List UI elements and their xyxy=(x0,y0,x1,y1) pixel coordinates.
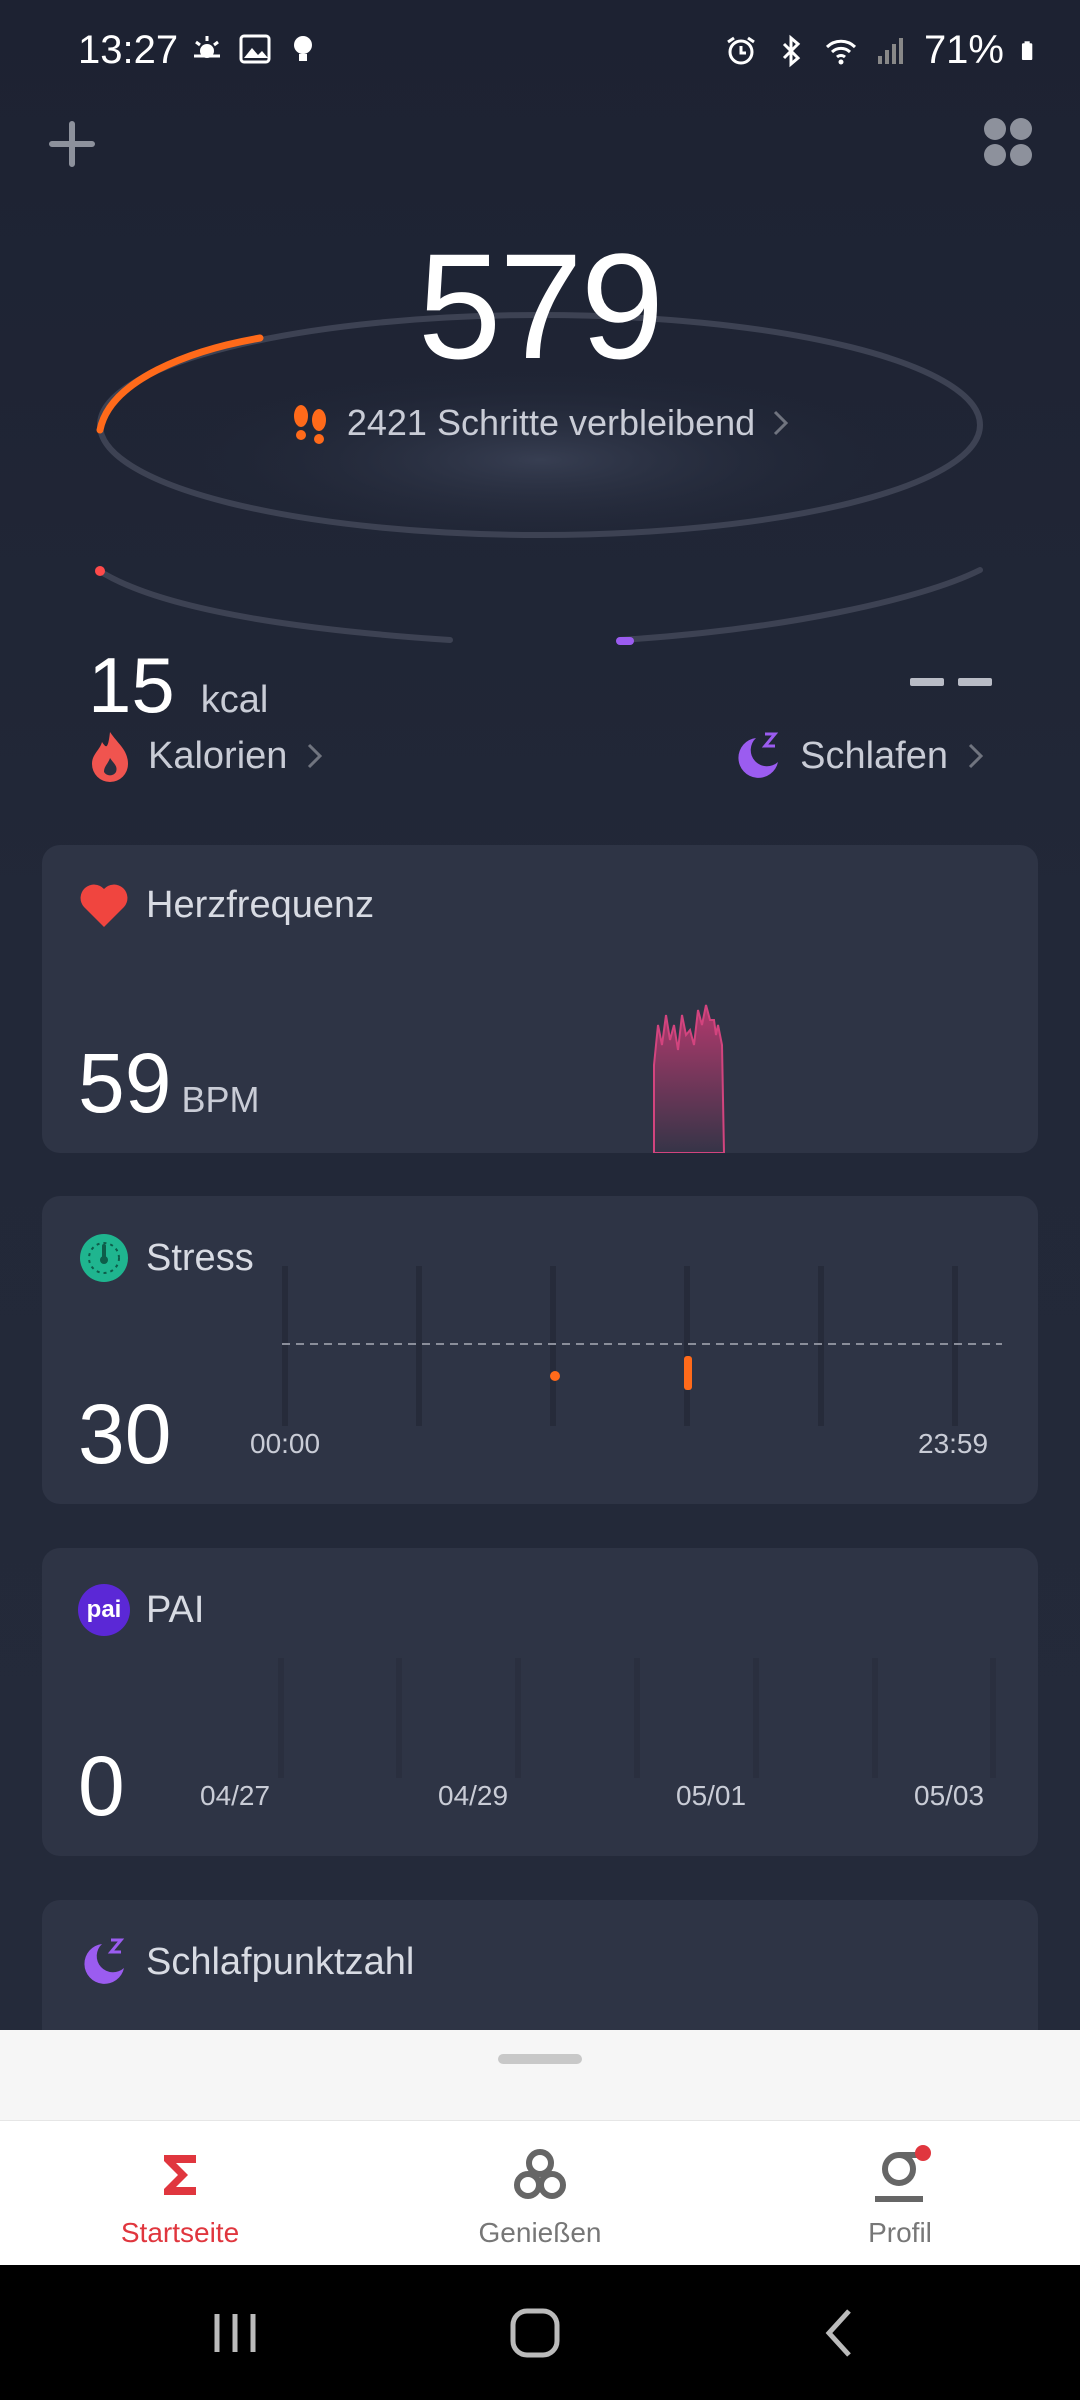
stress-start-time: 00:00 xyxy=(250,1428,321,1459)
heart-rate-value: 59 xyxy=(78,1036,172,1130)
stress-value: 30 xyxy=(78,1387,172,1481)
nav-label-enjoy: Genießen xyxy=(478,2217,602,2248)
profile-icon xyxy=(875,2145,931,2202)
wifi-icon xyxy=(825,39,856,64)
heart-rate-unit: BPM xyxy=(181,1079,260,1120)
nav-tab-enjoy[interactable]: Genießen xyxy=(360,2121,720,2266)
sleep-score-title: Schlafpunktzahl xyxy=(146,1940,415,1983)
pai-date-label: 05/01 xyxy=(676,1780,747,1811)
pai-date-label: 05/03 xyxy=(914,1780,985,1811)
stress-end-time: 23:59 xyxy=(918,1428,989,1459)
pai-date-label: 04/27 xyxy=(200,1780,271,1811)
gallery-icon xyxy=(239,34,271,64)
back-icon[interactable] xyxy=(815,2305,865,2361)
sigma-icon xyxy=(164,2155,196,2195)
heart-icon xyxy=(80,884,128,927)
activity-rings[interactable]: 579 2421 Schritte verbleibend xyxy=(0,160,1080,680)
status-right-icons: 71% xyxy=(724,28,1042,73)
status-bar: 13:27 71% xyxy=(0,0,1080,100)
steps-remaining-link[interactable]: 2421 Schritte verbleibend xyxy=(0,400,1080,446)
pai-chart xyxy=(278,1658,996,1778)
alarm-icon xyxy=(727,36,755,64)
moon-sleep-icon xyxy=(84,1938,125,1984)
pai-title-row: pai PAI xyxy=(78,1584,204,1636)
notification-dot xyxy=(915,2145,931,2161)
steps-remaining-label: 2421 Schritte verbleibend xyxy=(346,402,756,443)
heart-rate-title: Herzfrequenz xyxy=(146,883,375,926)
moon-sleep-icon xyxy=(738,732,779,778)
status-time: 13:27 xyxy=(78,28,179,72)
enjoy-icon xyxy=(514,2149,566,2199)
chevron-right-icon xyxy=(774,410,789,436)
calories-link[interactable]: Kalorien xyxy=(88,730,327,782)
status-notification-icons xyxy=(190,32,320,66)
calories-label: Kalorien xyxy=(148,734,288,777)
stress-chart xyxy=(282,1266,1002,1426)
sheet-drag-handle[interactable] xyxy=(498,2054,582,2064)
heart-rate-value-row: 59 BPM xyxy=(78,1035,259,1132)
heart-rate-card[interactable]: Herzfrequenz 59 BPM xyxy=(42,845,1038,1153)
heart-rate-sparkline xyxy=(653,1004,726,1153)
pai-card[interactable]: pai PAI 0 04/27 04/29 05/01 05/03 xyxy=(42,1548,1038,1856)
bottom-sheet[interactable] xyxy=(0,2030,1080,2120)
pai-title: PAI xyxy=(146,1588,205,1631)
sleep-score-title-row: Schlafpunktzahl xyxy=(78,1936,414,1988)
bulb-icon xyxy=(294,36,312,61)
nav-label-home: Startseite xyxy=(120,2217,240,2248)
gauge-icon xyxy=(80,1234,128,1282)
nav-label-profile: Profil xyxy=(868,2217,932,2248)
add-icon[interactable] xyxy=(40,112,104,176)
calories-unit: kcal xyxy=(200,679,269,721)
weather-icon xyxy=(194,36,220,58)
pai-date-label: 04/29 xyxy=(438,1780,509,1811)
steps-count: 579 xyxy=(417,222,664,390)
footsteps-icon xyxy=(293,405,326,444)
bottom-navigation: Startseite Genießen Profil xyxy=(0,2120,1080,2265)
sleep-value-placeholder xyxy=(910,678,992,686)
bluetooth-icon xyxy=(782,34,801,67)
calories-value-row: 15 kcal xyxy=(88,640,268,731)
system-navigation-bar xyxy=(0,2265,1080,2400)
flame-icon xyxy=(92,732,128,782)
battery-percent: 71% xyxy=(923,28,1004,72)
home-icon[interactable] xyxy=(505,2305,565,2361)
stress-title-row: Stress xyxy=(78,1232,254,1284)
nav-tab-home[interactable]: Startseite xyxy=(0,2121,360,2266)
sleep-link[interactable]: Schlafen xyxy=(732,730,988,782)
rings-graphic xyxy=(95,312,983,645)
signal-icon xyxy=(877,37,903,64)
nav-tab-profile[interactable]: Profil xyxy=(720,2121,1080,2266)
calories-value: 15 xyxy=(88,641,175,729)
heart-rate-title-row: Herzfrequenz xyxy=(78,881,374,929)
chevron-right-icon xyxy=(968,743,984,769)
stress-card[interactable]: Stress 30 00:00 23:59 xyxy=(42,1196,1038,1504)
pai-value: 0 xyxy=(78,1739,125,1833)
battery-icon xyxy=(1021,40,1033,60)
pai-badge-icon: pai xyxy=(78,1584,130,1636)
widget-grid-icon[interactable] xyxy=(976,110,1040,174)
chevron-right-icon xyxy=(308,743,323,769)
sleep-label: Schlafen xyxy=(800,734,948,777)
recent-apps-icon[interactable] xyxy=(205,2308,265,2358)
stress-title: Stress xyxy=(146,1236,254,1279)
